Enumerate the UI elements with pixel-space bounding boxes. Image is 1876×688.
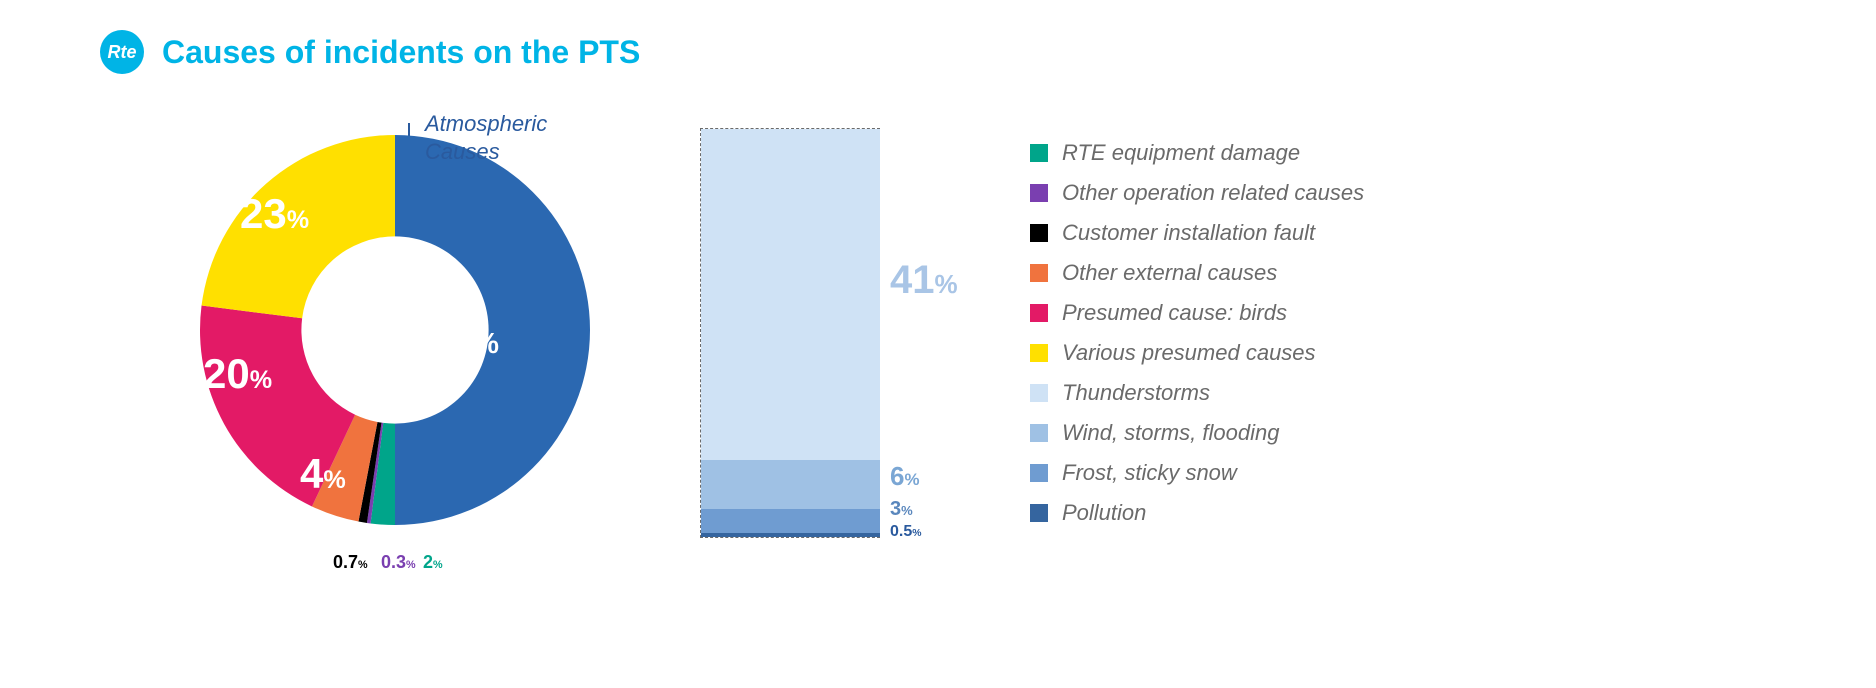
legend-item: Frost, sticky snow (1030, 460, 1364, 486)
legend-swatch (1030, 264, 1048, 282)
donut-label-cust_fault: 0.7% (333, 552, 368, 573)
bar-segment-thunder (701, 129, 880, 460)
donut-label-various: 23% (240, 190, 309, 238)
donut-label-birds: 20% (203, 350, 272, 398)
donut-svg (185, 120, 605, 540)
donut-label-other_ext: 4% (300, 450, 346, 498)
donut-callout-label: AtmosphericCauses (425, 110, 547, 165)
legend-label: Presumed cause: birds (1062, 300, 1287, 326)
legend-swatch (1030, 384, 1048, 402)
bar-segment-frost (701, 509, 880, 533)
brand-logo-text: Rte (107, 42, 136, 63)
legend-swatch (1030, 184, 1048, 202)
legend-label: Thunderstorms (1062, 380, 1210, 406)
legend-item: Various presumed causes (1030, 340, 1364, 366)
legend-item: RTE equipment damage (1030, 140, 1364, 166)
legend-item: Other operation related causes (1030, 180, 1364, 206)
legend-item: Wind, storms, flooding (1030, 420, 1364, 446)
legend-swatch (1030, 424, 1048, 442)
legend-label: Pollution (1062, 500, 1146, 526)
page-title: Causes of incidents on the PTS (162, 34, 640, 71)
legend-label: Various presumed causes (1062, 340, 1316, 366)
legend-label: Other operation related causes (1062, 180, 1364, 206)
legend-label: Wind, storms, flooding (1062, 420, 1279, 446)
donut-label-other_op: 0.3% (381, 552, 416, 573)
legend-label: Customer installation fault (1062, 220, 1315, 246)
legend-swatch (1030, 464, 1048, 482)
stacked-bar-chart: 41% 6% 3% 0.5% (700, 128, 960, 598)
legend-label: Other external causes (1062, 260, 1277, 286)
connector-line (560, 300, 705, 301)
bar-label-thunder: 41% (890, 258, 958, 303)
legend: RTE equipment damage Other operation rela… (1030, 140, 1364, 526)
legend-swatch (1030, 344, 1048, 362)
legend-swatch (1030, 224, 1048, 242)
bar-label-wind: 6% (890, 461, 920, 492)
legend-item: Thunderstorms (1030, 380, 1364, 406)
legend-label: Frost, sticky snow (1062, 460, 1237, 486)
bar-container (700, 128, 880, 538)
header: Rte Causes of incidents on the PTS (100, 30, 640, 74)
bar-label-pollut: 0.5% (890, 523, 922, 541)
legend-item: Pollution (1030, 500, 1364, 526)
bar-segment-wind (701, 460, 880, 508)
bar-label-frost: 3% (890, 498, 913, 521)
bar-segment-pollut (701, 533, 880, 537)
legend-label: RTE equipment damage (1062, 140, 1300, 166)
donut-label-rte_equip: 2% (423, 552, 443, 573)
donut-label-atmospheric: 50% (420, 310, 499, 365)
brand-logo: Rte (100, 30, 144, 74)
donut-chart: AtmosphericCauses 50%2%0.3%0.7%4%20%23% (185, 120, 605, 620)
legend-item: Customer installation fault (1030, 220, 1364, 246)
legend-swatch (1030, 504, 1048, 522)
legend-swatch (1030, 144, 1048, 162)
legend-item: Presumed cause: birds (1030, 300, 1364, 326)
legend-swatch (1030, 304, 1048, 322)
legend-item: Other external causes (1030, 260, 1364, 286)
donut-callout-text: AtmosphericCauses (425, 111, 547, 164)
